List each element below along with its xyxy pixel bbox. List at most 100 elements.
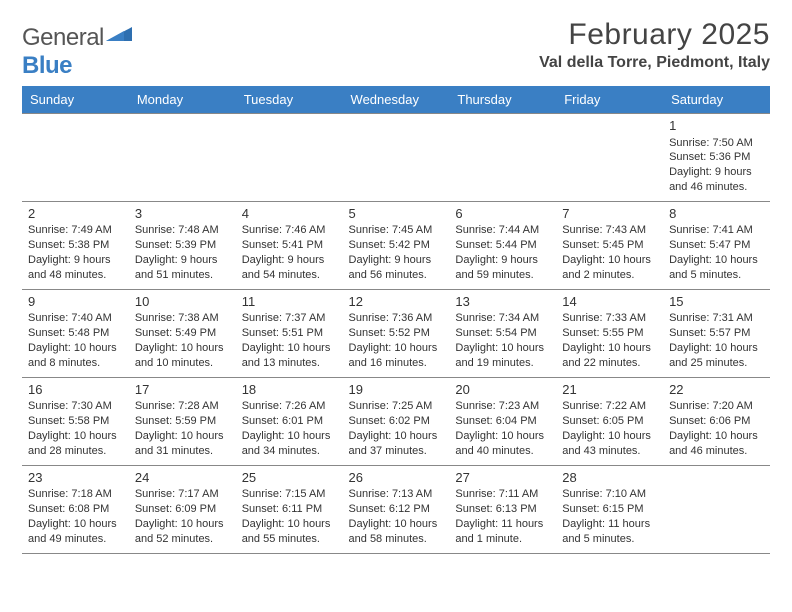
daylight-text: Daylight: 10 hours and 55 minutes. <box>242 517 337 547</box>
sunrise-text: Sunrise: 7:50 AM <box>669 136 764 151</box>
day-number: 3 <box>135 205 230 223</box>
day-header: Thursday <box>449 86 556 114</box>
sunset-text: Sunset: 5:42 PM <box>349 238 444 253</box>
sunrise-text: Sunrise: 7:49 AM <box>28 223 123 238</box>
sunset-text: Sunset: 5:54 PM <box>455 326 550 341</box>
daylight-text: Daylight: 10 hours and 22 minutes. <box>562 341 657 371</box>
calendar-day-cell: 24Sunrise: 7:17 AMSunset: 6:09 PMDayligh… <box>129 465 236 553</box>
sunrise-text: Sunrise: 7:20 AM <box>669 399 764 414</box>
sunset-text: Sunset: 5:57 PM <box>669 326 764 341</box>
calendar-day-cell: 27Sunrise: 7:11 AMSunset: 6:13 PMDayligh… <box>449 465 556 553</box>
sunset-text: Sunset: 5:36 PM <box>669 150 764 165</box>
sunrise-text: Sunrise: 7:48 AM <box>135 223 230 238</box>
sunset-text: Sunset: 6:11 PM <box>242 502 337 517</box>
sunset-text: Sunset: 5:59 PM <box>135 414 230 429</box>
sunset-text: Sunset: 6:05 PM <box>562 414 657 429</box>
sunrise-text: Sunrise: 7:40 AM <box>28 311 123 326</box>
sunset-text: Sunset: 6:12 PM <box>349 502 444 517</box>
calendar-day-cell: 22Sunrise: 7:20 AMSunset: 6:06 PMDayligh… <box>663 377 770 465</box>
calendar-day-cell: 2Sunrise: 7:49 AMSunset: 5:38 PMDaylight… <box>22 201 129 289</box>
sunset-text: Sunset: 5:49 PM <box>135 326 230 341</box>
calendar-day-cell: 28Sunrise: 7:10 AMSunset: 6:15 PMDayligh… <box>556 465 663 553</box>
calendar-day-cell: 5Sunrise: 7:45 AMSunset: 5:42 PMDaylight… <box>343 201 450 289</box>
calendar-day-cell: 10Sunrise: 7:38 AMSunset: 5:49 PMDayligh… <box>129 289 236 377</box>
day-number: 6 <box>455 205 550 223</box>
sunset-text: Sunset: 5:51 PM <box>242 326 337 341</box>
day-number: 1 <box>669 117 764 135</box>
title-block: February 2025 Val della Torre, Piedmont,… <box>539 18 770 72</box>
month-title: February 2025 <box>539 18 770 52</box>
calendar-day-cell: 26Sunrise: 7:13 AMSunset: 6:12 PMDayligh… <box>343 465 450 553</box>
sunset-text: Sunset: 6:09 PM <box>135 502 230 517</box>
calendar-day-cell: 7Sunrise: 7:43 AMSunset: 5:45 PMDaylight… <box>556 201 663 289</box>
brand-part1: General <box>22 24 104 51</box>
day-number: 11 <box>242 293 337 311</box>
calendar-day-cell: 8Sunrise: 7:41 AMSunset: 5:47 PMDaylight… <box>663 201 770 289</box>
daylight-text: Daylight: 9 hours and 46 minutes. <box>669 165 764 195</box>
sunset-text: Sunset: 5:58 PM <box>28 414 123 429</box>
calendar-day-cell: 17Sunrise: 7:28 AMSunset: 5:59 PMDayligh… <box>129 377 236 465</box>
calendar-week-row: 23Sunrise: 7:18 AMSunset: 6:08 PMDayligh… <box>22 465 770 553</box>
sunrise-text: Sunrise: 7:44 AM <box>455 223 550 238</box>
day-header: Wednesday <box>343 86 450 114</box>
daylight-text: Daylight: 10 hours and 8 minutes. <box>28 341 123 371</box>
daylight-text: Daylight: 10 hours and 28 minutes. <box>28 429 123 459</box>
daylight-text: Daylight: 9 hours and 51 minutes. <box>135 253 230 283</box>
sunrise-text: Sunrise: 7:28 AM <box>135 399 230 414</box>
day-number: 12 <box>349 293 444 311</box>
sunrise-text: Sunrise: 7:10 AM <box>562 487 657 502</box>
sunset-text: Sunset: 6:02 PM <box>349 414 444 429</box>
daylight-text: Daylight: 10 hours and 58 minutes. <box>349 517 444 547</box>
daylight-text: Daylight: 10 hours and 16 minutes. <box>349 341 444 371</box>
sunrise-text: Sunrise: 7:13 AM <box>349 487 444 502</box>
calendar-table: SundayMondayTuesdayWednesdayThursdayFrid… <box>22 86 770 554</box>
day-number: 7 <box>562 205 657 223</box>
day-number: 8 <box>669 205 764 223</box>
brand-triangle-icon <box>106 27 132 45</box>
sunrise-text: Sunrise: 7:41 AM <box>669 223 764 238</box>
daylight-text: Daylight: 10 hours and 2 minutes. <box>562 253 657 283</box>
calendar-week-row: 9Sunrise: 7:40 AMSunset: 5:48 PMDaylight… <box>22 289 770 377</box>
calendar-week-row: 16Sunrise: 7:30 AMSunset: 5:58 PMDayligh… <box>22 377 770 465</box>
day-number: 4 <box>242 205 337 223</box>
day-number: 14 <box>562 293 657 311</box>
calendar-day-cell: 15Sunrise: 7:31 AMSunset: 5:57 PMDayligh… <box>663 289 770 377</box>
calendar-day-cell: 14Sunrise: 7:33 AMSunset: 5:55 PMDayligh… <box>556 289 663 377</box>
day-number: 25 <box>242 469 337 487</box>
sunset-text: Sunset: 5:39 PM <box>135 238 230 253</box>
calendar-week-row: 2Sunrise: 7:49 AMSunset: 5:38 PMDaylight… <box>22 201 770 289</box>
calendar-week-row: 1Sunrise: 7:50 AMSunset: 5:36 PMDaylight… <box>22 114 770 202</box>
day-number: 19 <box>349 381 444 399</box>
day-header: Sunday <box>22 86 129 114</box>
sunset-text: Sunset: 5:41 PM <box>242 238 337 253</box>
daylight-text: Daylight: 10 hours and 25 minutes. <box>669 341 764 371</box>
sunrise-text: Sunrise: 7:37 AM <box>242 311 337 326</box>
sunset-text: Sunset: 5:44 PM <box>455 238 550 253</box>
sunset-text: Sunset: 5:38 PM <box>28 238 123 253</box>
day-number: 28 <box>562 469 657 487</box>
day-number: 2 <box>28 205 123 223</box>
day-number: 26 <box>349 469 444 487</box>
day-header: Friday <box>556 86 663 114</box>
sunrise-text: Sunrise: 7:11 AM <box>455 487 550 502</box>
calendar-empty-cell <box>449 114 556 202</box>
daylight-text: Daylight: 10 hours and 46 minutes. <box>669 429 764 459</box>
daylight-text: Daylight: 10 hours and 10 minutes. <box>135 341 230 371</box>
sunrise-text: Sunrise: 7:38 AM <box>135 311 230 326</box>
calendar-empty-cell <box>663 465 770 553</box>
sunrise-text: Sunrise: 7:31 AM <box>669 311 764 326</box>
daylight-text: Daylight: 10 hours and 34 minutes. <box>242 429 337 459</box>
day-number: 17 <box>135 381 230 399</box>
daylight-text: Daylight: 10 hours and 52 minutes. <box>135 517 230 547</box>
daylight-text: Daylight: 9 hours and 54 minutes. <box>242 253 337 283</box>
sunrise-text: Sunrise: 7:26 AM <box>242 399 337 414</box>
day-number: 10 <box>135 293 230 311</box>
daylight-text: Daylight: 9 hours and 48 minutes. <box>28 253 123 283</box>
sunrise-text: Sunrise: 7:34 AM <box>455 311 550 326</box>
daylight-text: Daylight: 11 hours and 5 minutes. <box>562 517 657 547</box>
day-number: 24 <box>135 469 230 487</box>
day-header: Monday <box>129 86 236 114</box>
daylight-text: Daylight: 10 hours and 40 minutes. <box>455 429 550 459</box>
calendar-empty-cell <box>343 114 450 202</box>
calendar-day-cell: 6Sunrise: 7:44 AMSunset: 5:44 PMDaylight… <box>449 201 556 289</box>
